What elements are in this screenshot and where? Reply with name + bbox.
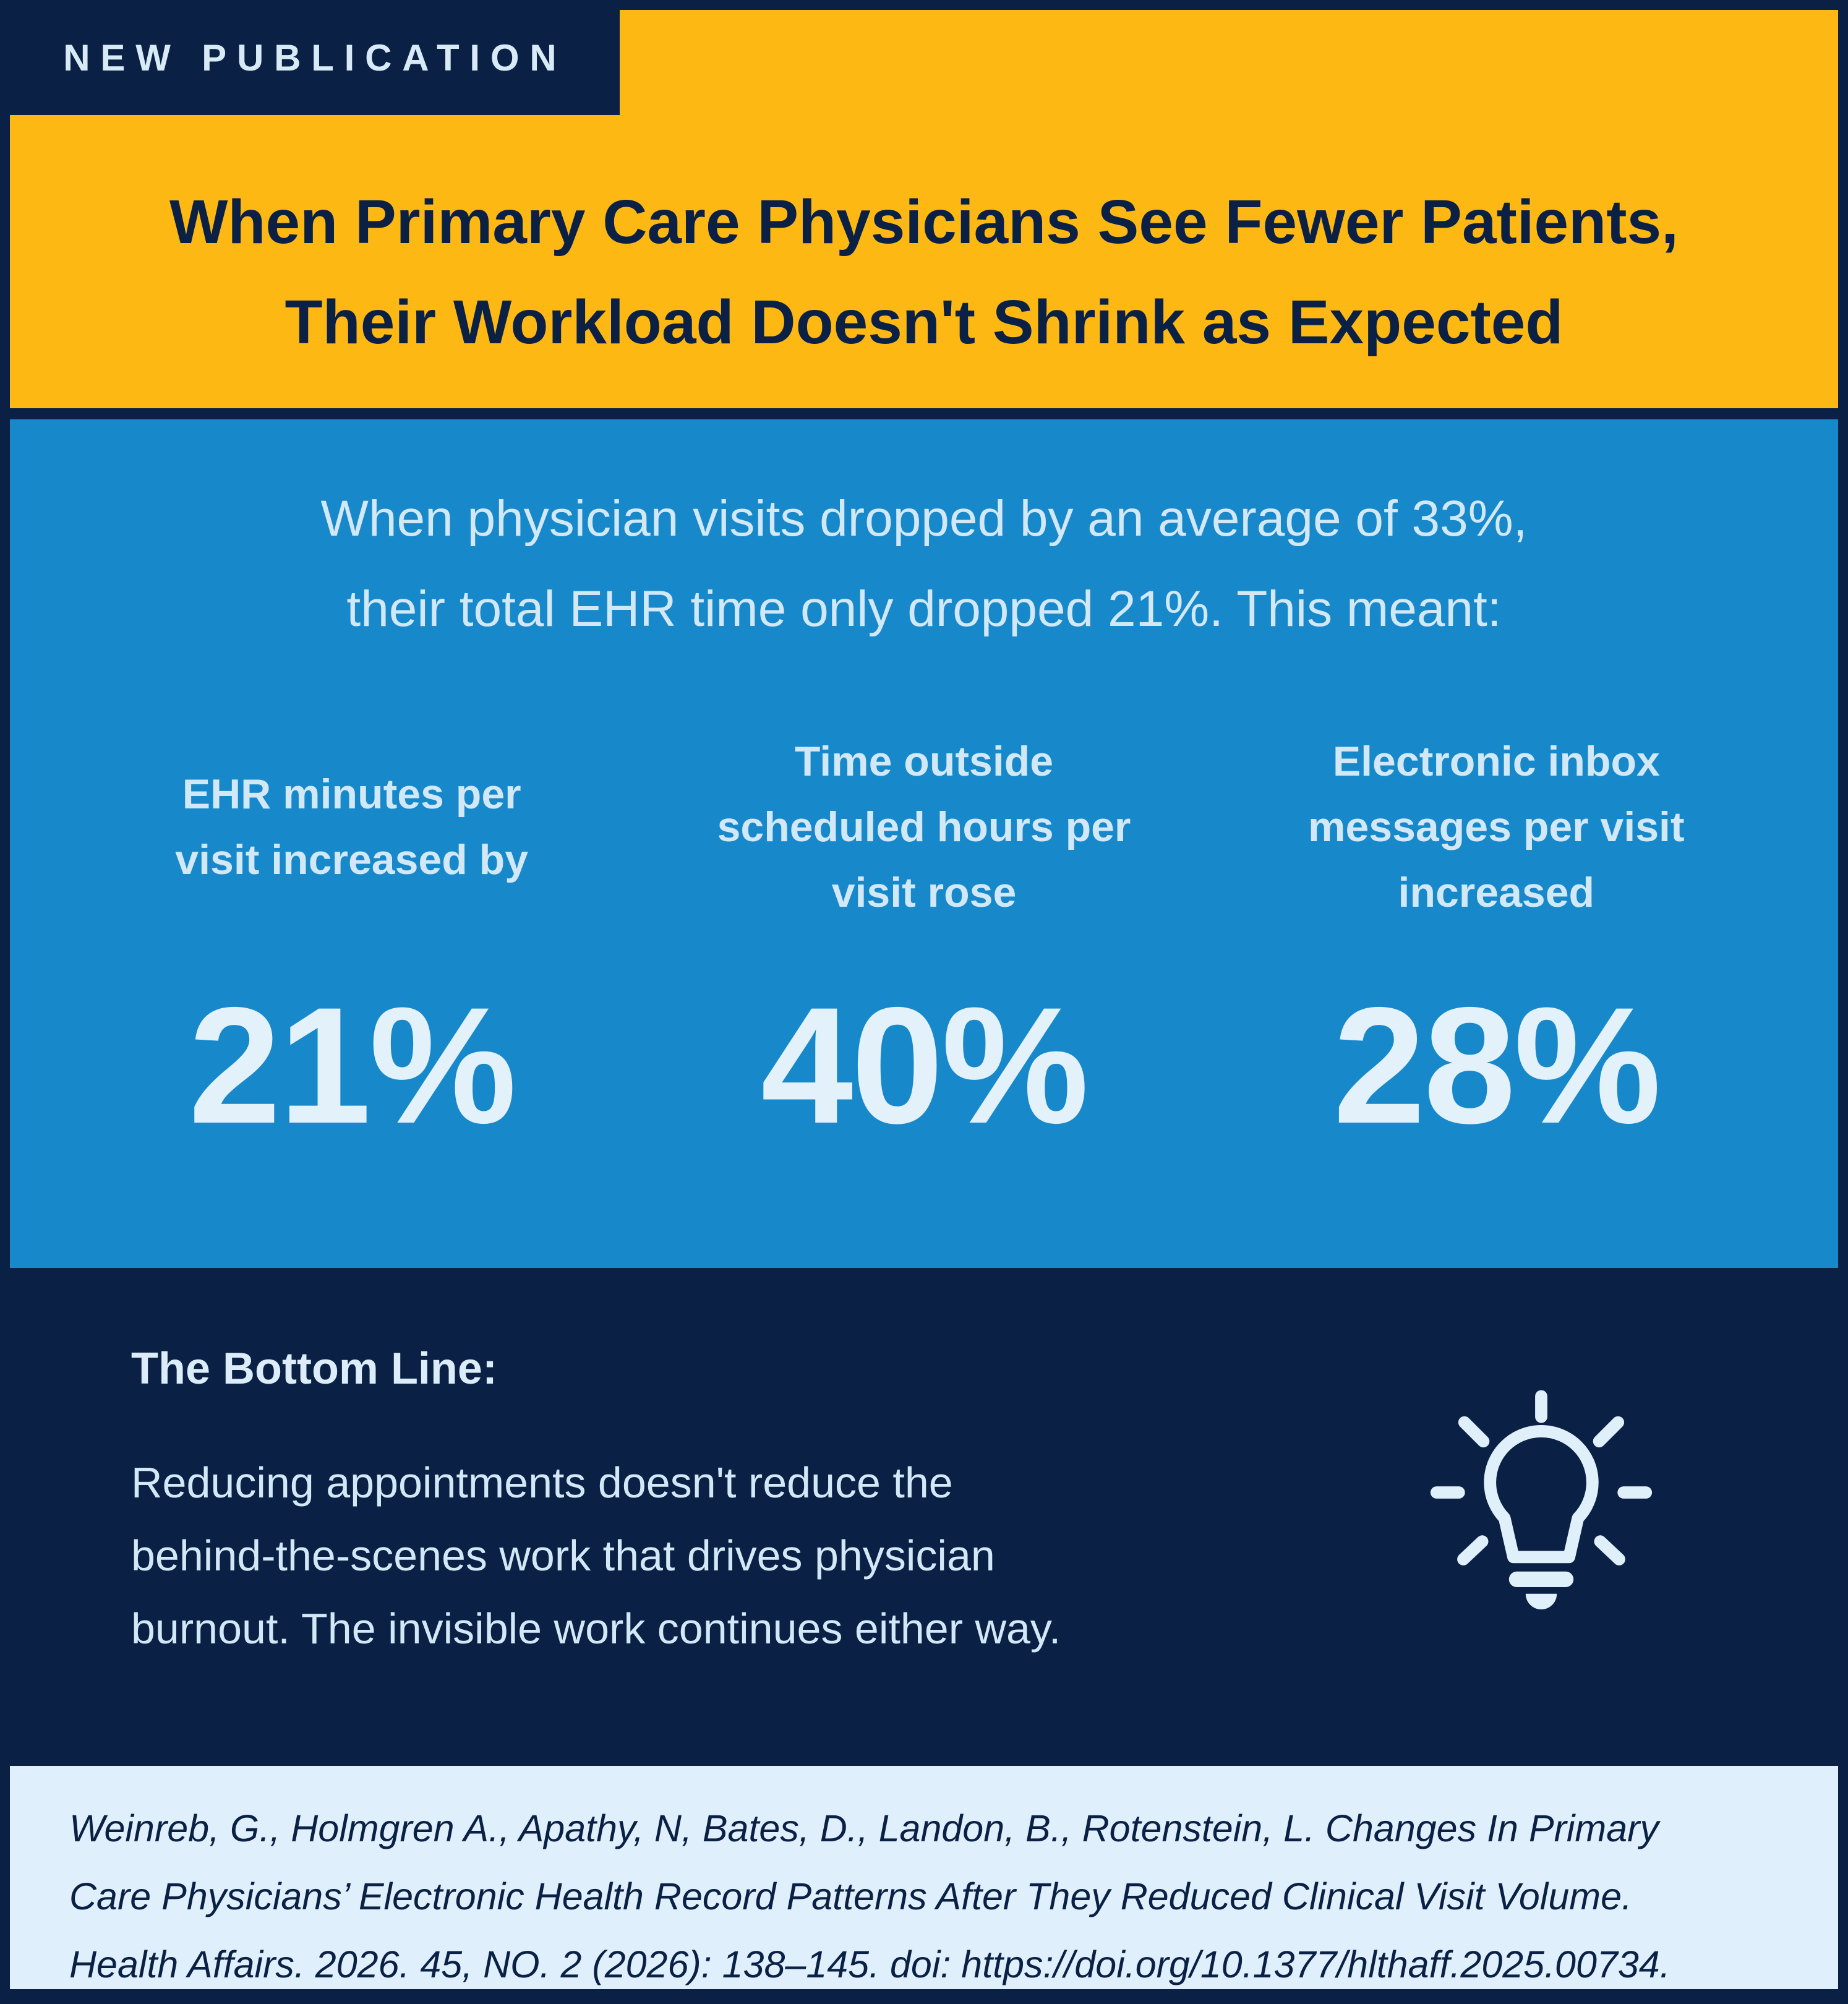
stat-heading-line: visit rose <box>831 869 1017 916</box>
intro-line-2: their total EHR time only dropped 21%. T… <box>346 581 1502 637</box>
bottom-line-line-2: behind-the-scenes work that drives physi… <box>131 1531 995 1580</box>
stat-heading-line: scheduled hours per <box>717 803 1131 850</box>
bottom-line-heading: The Bottom Line: <box>131 1344 497 1394</box>
citation-text: Weinreb, G., Holmgren A., Apathy, N, Bat… <box>69 1794 1801 1998</box>
stat-heading-line: Electronic inbox <box>1332 738 1660 785</box>
page-title-line-1: When Primary Care Physicians See Fewer P… <box>169 187 1679 257</box>
stat-heading: Time outside scheduled hours per visit r… <box>638 721 1210 933</box>
stat-time-outside: Time outside scheduled hours per visit r… <box>638 721 1210 1148</box>
stats-row: EHR minutes per visit increased by 21% T… <box>66 721 1782 1148</box>
page-title: When Primary Care Physicians See Fewer P… <box>10 172 1838 372</box>
stat-ehr-minutes: EHR minutes per visit increased by 21% <box>66 721 638 1148</box>
stat-value: 21% <box>188 972 516 1158</box>
stat-inbox-messages: Electronic inbox messages per visit incr… <box>1210 721 1782 1148</box>
intro-text: When physician visits dropped by an aver… <box>10 474 1838 654</box>
header-section: NEW PUBLICATION When Primary Care Physic… <box>0 0 1838 408</box>
page-title-line-2: Their Workload Doesn't Shrink as Expecte… <box>284 288 1564 357</box>
stat-heading-line: Time outside <box>794 738 1054 785</box>
stat-value: 40% <box>761 972 1089 1158</box>
badge-label: NEW PUBLICATION <box>63 36 567 79</box>
stat-heading: EHR minutes per visit increased by <box>66 721 638 933</box>
bottom-line-text: Reducing appointments doesn't reduce the… <box>131 1446 1061 1665</box>
stat-value: 28% <box>1333 972 1661 1158</box>
stats-section: When physician visits dropped by an aver… <box>10 419 1838 1268</box>
bottom-line-line-1: Reducing appointments doesn't reduce the <box>131 1458 953 1507</box>
citation-line-2: Care Physicians’ Electronic Health Recor… <box>69 1875 1632 1917</box>
intro-line-1: When physician visits dropped by an aver… <box>320 490 1528 547</box>
stat-heading-line: increased <box>1398 869 1595 916</box>
citation-line-1: Weinreb, G., Holmgren A., Apathy, N, Bat… <box>69 1807 1659 1849</box>
stat-heading-line: messages per visit <box>1308 803 1685 850</box>
bottom-line-line-3: burnout. The invisible work continues ei… <box>131 1604 1061 1653</box>
bottom-line-section: The Bottom Line: Reducing appointments d… <box>10 1268 1838 1766</box>
stat-heading-line: visit increased by <box>175 836 529 883</box>
citation-footer: Weinreb, G., Holmgren A., Apathy, N, Bat… <box>10 1766 1838 1989</box>
stat-heading-line: EHR minutes per <box>182 771 521 818</box>
lightbulb-icon <box>1430 1390 1653 1609</box>
citation-line-3: Health Affairs. 2026. 45, NO. 2 (2026): … <box>69 1943 1670 1985</box>
stat-heading: Electronic inbox messages per visit incr… <box>1210 721 1782 933</box>
new-publication-badge: NEW PUBLICATION <box>0 0 620 115</box>
